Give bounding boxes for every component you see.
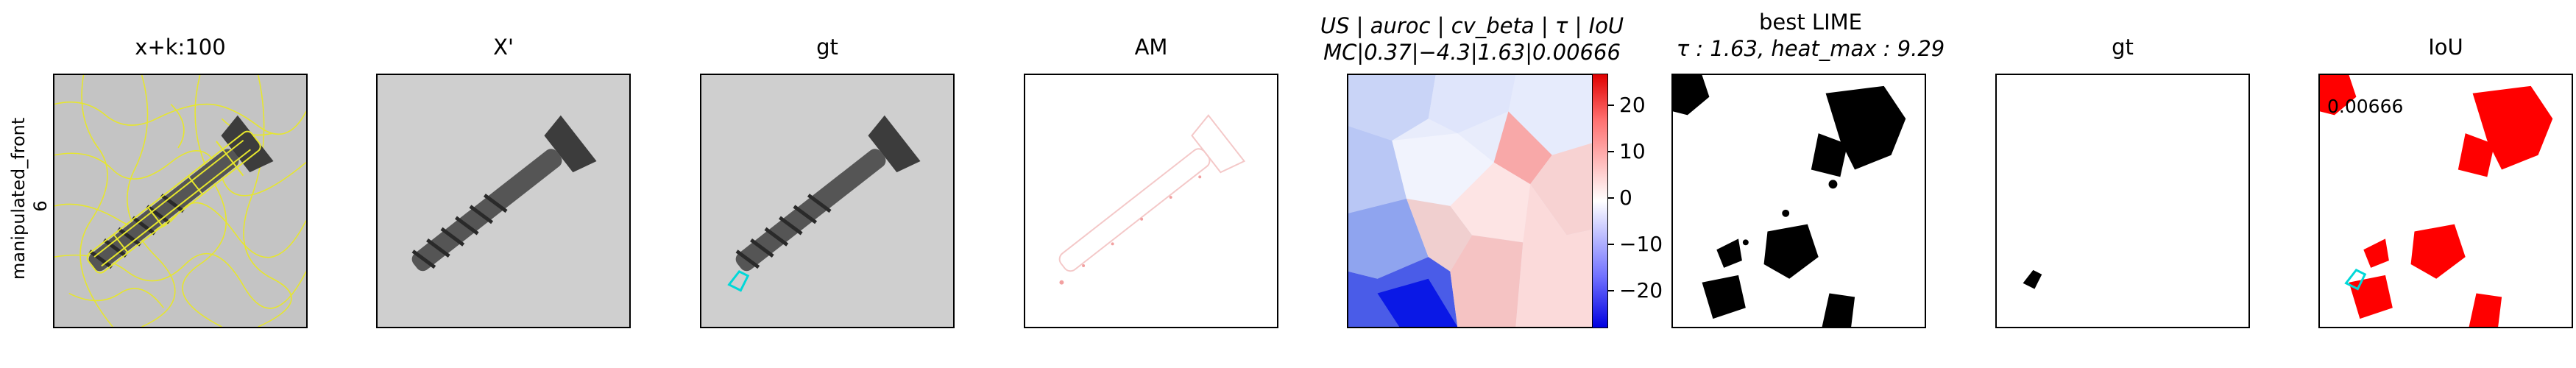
panel-6-title-line2: τ : 1.63, heat_max : 9.29 [1676, 36, 1945, 61]
screw-gt-image [701, 75, 953, 327]
panel-8-title: IoU [2428, 35, 2463, 60]
panel-7-title: gt [2112, 35, 2134, 60]
panel-anomaly-map [1024, 74, 1278, 328]
panel-3-title: gt [816, 35, 838, 60]
colorbar-tick-label: 10 [1619, 139, 1646, 163]
panel-input-superpixels [53, 74, 308, 328]
row-label: manipulated_front 6 [7, 118, 52, 280]
gt-mask-image [1997, 75, 2248, 327]
colorbar-tick-label: 20 [1619, 93, 1646, 117]
colorbar-tick-label: 0 [1619, 185, 1632, 210]
colorbar-tick [1608, 105, 1614, 106]
panel-manipulated-image [376, 74, 631, 328]
colorbar-tick [1608, 151, 1614, 152]
screw-image [378, 75, 629, 327]
panel-6-title-line1: best LIME [1758, 10, 1862, 35]
screw-superpixel-image [54, 75, 306, 327]
colorbar-tick [1608, 197, 1614, 199]
panel-1-title: x+k:100 [135, 35, 226, 60]
panel-lime-heatmap [1347, 74, 1602, 328]
lime-mask-image [1673, 75, 1925, 327]
colorbar-tick-label: −20 [1619, 278, 1663, 302]
panel-gt-overlay [700, 74, 955, 328]
iou-overlay-image [2320, 75, 2572, 327]
panel-2-title: X' [493, 35, 514, 60]
iou-value-label: 0.00666 [2327, 96, 2404, 117]
colorbar [1592, 74, 1608, 328]
panel-best-lime-mask [1671, 74, 1926, 328]
row-label-text: manipulated_front 6 [8, 117, 51, 280]
anomaly-map-image [1025, 75, 1277, 327]
panel-gt-mask [1995, 74, 2250, 328]
colorbar-tick-label: −10 [1619, 232, 1663, 256]
panel-iou-overlay: 0.00666 [2318, 74, 2573, 328]
panel-4-title: AM [1134, 35, 1168, 60]
panel-5-title-line2: MC|0.37|−4.3|1.63|0.00666 [1323, 40, 1621, 65]
lime-heatmap-image [1348, 75, 1600, 327]
panel-5-title-line1: US | auroc | cv_beta | τ | IoU [1320, 13, 1624, 38]
colorbar-tick [1608, 244, 1614, 245]
colorbar-tick [1608, 290, 1614, 291]
